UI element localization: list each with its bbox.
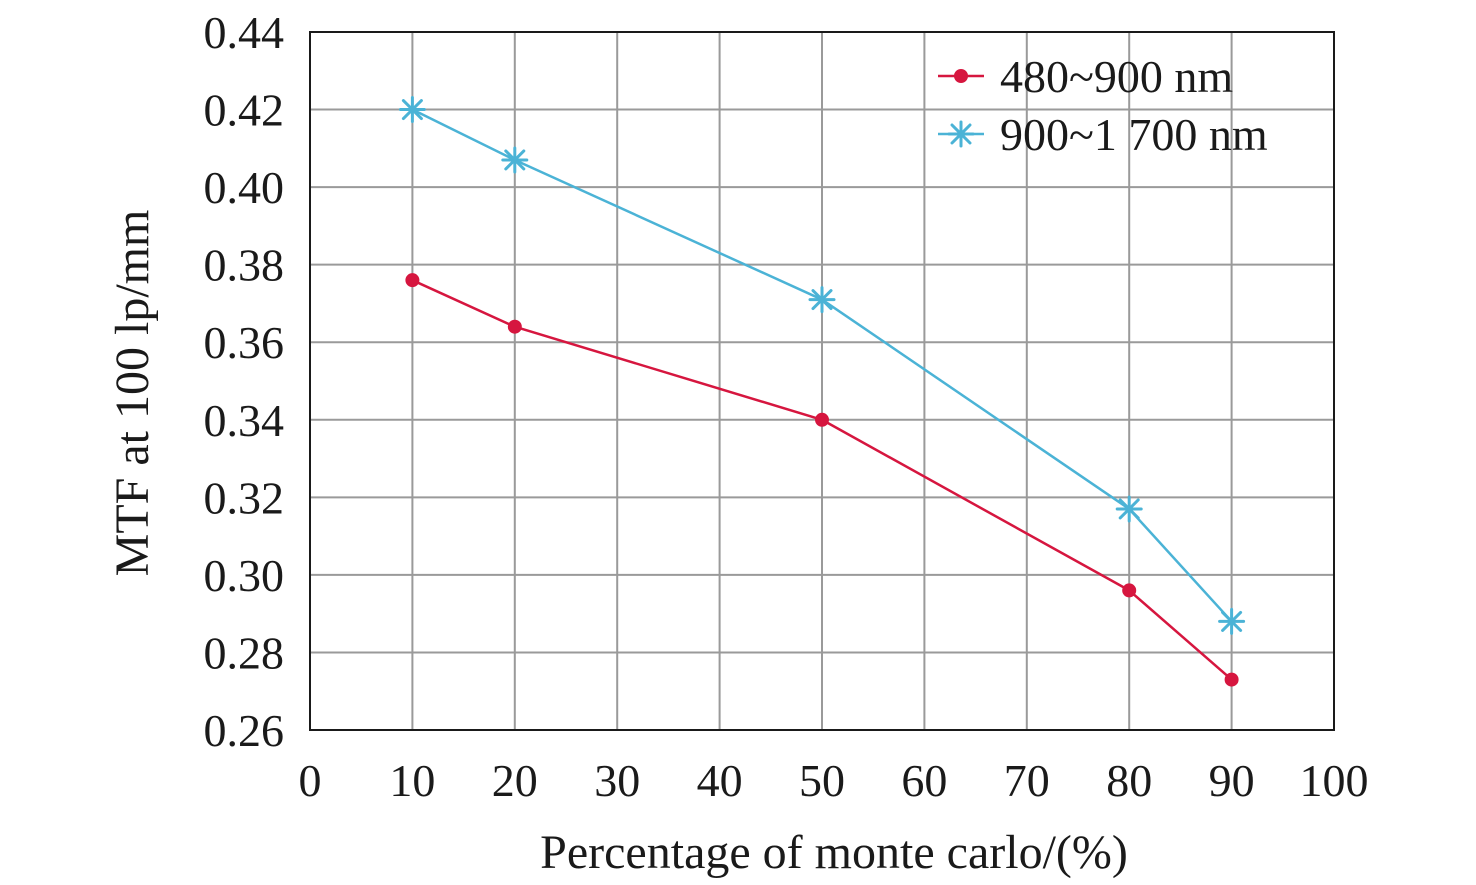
data-point — [405, 273, 420, 288]
x-tick-label: 20 — [492, 755, 538, 806]
x-tick-label: 40 — [697, 755, 743, 806]
y-tick-label: 0.30 — [204, 550, 285, 601]
y-tick-label: 0.26 — [204, 705, 285, 756]
asterisk-stroke — [504, 149, 526, 171]
y-tick-label: 0.40 — [204, 162, 285, 213]
y-axis-ticks: 0.26 0.28 0.30 0.32 0.34 0.36 0.38 0.40 0.42 0.44 — [204, 7, 285, 756]
x-tick-label: 100 — [1300, 755, 1369, 806]
y-tick-label: 0.44 — [204, 7, 285, 58]
data-point — [808, 286, 836, 314]
asterisk-stroke — [811, 289, 833, 311]
y-axis-label: MTF at 100 lp/mm — [106, 210, 159, 577]
legend-item-0: 480~900 nm — [938, 51, 1233, 102]
x-tick-label: 80 — [1106, 755, 1152, 806]
x-tick-label: 60 — [901, 755, 947, 806]
legend-label: 900~1 700 nm — [1000, 109, 1268, 160]
x-tick-label: 0 — [299, 755, 322, 806]
y-tick-label: 0.38 — [204, 240, 285, 291]
x-axis-ticks: 0 10 20 30 40 50 60 70 80 90 100 — [299, 755, 1369, 806]
series-1 — [398, 96, 1246, 635]
data-point — [507, 319, 522, 334]
data-point — [1122, 583, 1137, 598]
asterisk-stroke — [950, 123, 972, 145]
data-point — [815, 412, 829, 427]
x-axis-label: Percentage of monte carlo/(%) — [540, 826, 1128, 879]
plot-frame — [309, 31, 1335, 731]
asterisk-stroke — [401, 99, 423, 121]
asterisk-stroke — [1221, 610, 1243, 632]
data-point — [501, 146, 529, 174]
x-tick-label: 50 — [799, 755, 845, 806]
x-tick-label: 90 — [1209, 755, 1255, 806]
asterisk-stroke — [1118, 498, 1140, 520]
data-point — [398, 96, 426, 124]
legend-label: 480~900 nm — [1000, 51, 1233, 102]
y-tick-label: 0.32 — [204, 472, 285, 523]
y-tick-label: 0.34 — [204, 395, 285, 446]
x-tick-label: 10 — [389, 755, 435, 806]
legend: 480~900 nm 900~1 700 nm — [938, 51, 1268, 160]
series-group — [398, 96, 1246, 687]
series-0 — [405, 273, 1239, 687]
legend-marker — [954, 69, 968, 83]
y-tick-label: 0.42 — [204, 85, 285, 136]
data-point — [1218, 607, 1246, 635]
y-tick-label: 0.28 — [204, 627, 285, 678]
x-tick-label: 70 — [1004, 755, 1050, 806]
y-tick-label: 0.36 — [204, 317, 285, 368]
legend-marker — [947, 120, 975, 148]
data-point — [1224, 672, 1239, 687]
data-point — [1115, 495, 1143, 523]
legend-item-1: 900~1 700 nm — [938, 109, 1268, 160]
x-tick-label: 30 — [594, 755, 640, 806]
